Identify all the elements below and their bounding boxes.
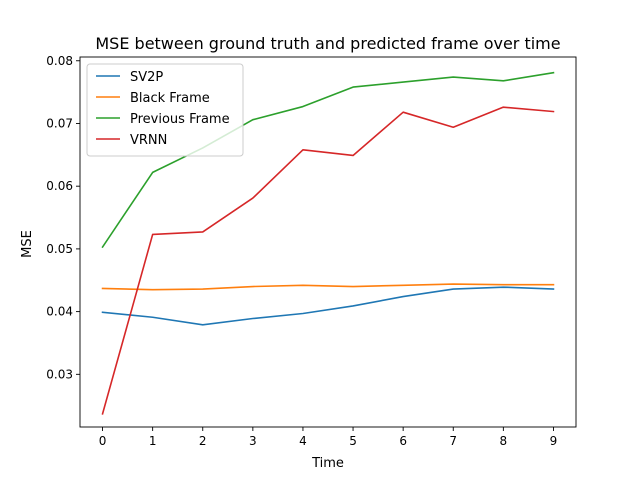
y-tick-label: 0.06 [46, 179, 73, 193]
axes: 0 1 2 3 4 5 6 7 8 9 0.03 0.04 0.05 0.06 0.07 0.08 [46, 54, 577, 448]
plot-area [101, 71, 555, 415]
x-tick-label: 0 [99, 434, 107, 448]
x-tick-label: 2 [199, 434, 207, 448]
x-tick-label: 1 [149, 434, 157, 448]
series-line-black-frame [101, 283, 555, 291]
legend-label: Previous Frame [130, 112, 230, 127]
x-tick-label: 4 [299, 434, 307, 448]
legend: SV2P Black Frame Previous Frame VRNN [86, 63, 244, 157]
x-tick-label: 6 [399, 434, 407, 448]
x-tick-label: 8 [500, 434, 508, 448]
axes-frame [79, 56, 577, 428]
series-line-sv2p [101, 286, 555, 326]
legend-label: VRNN [130, 133, 167, 148]
legend-label: SV2P [130, 70, 163, 85]
x-tick-label: 3 [249, 434, 257, 448]
y-tick-label: 0.05 [46, 242, 73, 256]
y-tick-label: 0.03 [46, 367, 73, 381]
legend-box [86, 63, 244, 157]
y-axis-label: MSE [20, 230, 35, 258]
y-tick-label: 0.04 [46, 305, 73, 319]
x-tick-label: 5 [349, 434, 357, 448]
legend-label: Black Frame [130, 91, 210, 106]
chart-title: MSE between ground truth and predicted f… [95, 34, 560, 53]
series-line-vrnn [101, 106, 555, 415]
x-tick-label: 7 [449, 434, 457, 448]
x-tick-label: 9 [550, 434, 558, 448]
y-tick-label: 0.08 [46, 54, 73, 68]
y-tick-label: 0.07 [46, 116, 73, 130]
series-line-previous-frame [101, 71, 555, 249]
x-axis-label: Time [311, 456, 344, 471]
